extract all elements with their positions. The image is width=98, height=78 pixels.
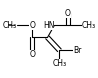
Text: O: O (65, 9, 71, 18)
Text: CH₃: CH₃ (52, 59, 66, 68)
Text: O: O (29, 50, 35, 59)
Text: HN: HN (43, 21, 54, 30)
Text: CH₃: CH₃ (3, 21, 17, 30)
Text: O: O (29, 21, 35, 30)
Text: CH₃: CH₃ (82, 21, 96, 30)
Text: Br: Br (73, 46, 81, 55)
Text: —: — (7, 21, 15, 30)
